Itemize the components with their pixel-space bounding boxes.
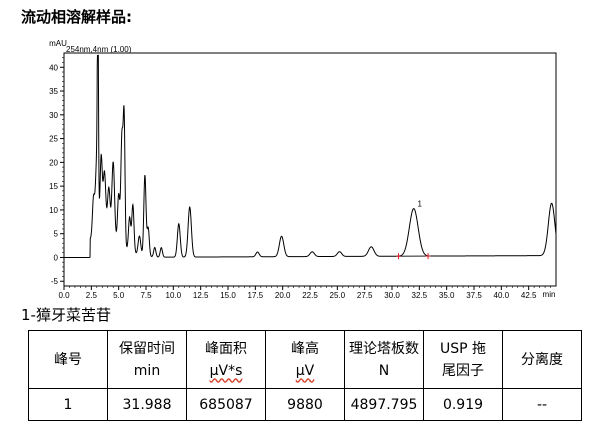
x-tick-label: 27.5 — [357, 291, 373, 300]
x-tick-label: 15.0 — [220, 291, 236, 300]
y-tick-label: 20 — [49, 158, 58, 167]
cell-peak-height: 9880 — [265, 388, 345, 421]
cell-peak-area: 685087 — [186, 388, 266, 421]
x-tick-label: 42.5 — [521, 291, 537, 300]
x-tick-label: 7.5 — [140, 291, 152, 300]
header-peak-area: 峰面积 μV*s — [186, 330, 266, 389]
section-heading: 流动相溶解样品: — [21, 8, 132, 26]
y-tick-label: 15 — [49, 182, 58, 191]
header-retention-time: 保留时间 min — [107, 330, 187, 389]
cell-theoretical-plates: 4897.795 — [344, 388, 424, 421]
y-axis-label: mAU — [49, 39, 67, 48]
x-tick-label: 2.5 — [86, 291, 98, 300]
x-tick-label: 10.0 — [166, 291, 182, 300]
trace-label: 254nm,4nm (1.00) — [66, 45, 132, 54]
table-row: 1 31.988 685087 9880 4897.795 0.919 -- — [28, 388, 582, 421]
x-tick-label: 22.5 — [302, 291, 318, 300]
cell-peak-no: 1 — [28, 388, 108, 421]
y-tick-label: 0 — [54, 253, 59, 262]
x-tick-label: 35.0 — [439, 291, 455, 300]
header-usp-tailing: USP 拖尾因子 — [423, 330, 503, 389]
header-peak-height: 峰高 μV — [265, 330, 345, 389]
x-tick-label: 32.5 — [412, 291, 428, 300]
cell-retention-time: 31.988 — [107, 388, 187, 421]
chart-axes: 0.0 2.5 5.0 7.5 10.0 12.5 15.0 17.5 20.0 22.5 25.0… — [49, 57, 551, 300]
cell-resolution: -- — [502, 388, 582, 421]
cell-usp-tailing: 0.919 — [423, 388, 503, 421]
chromatogram-chart: 0.0 2.5 5.0 7.5 10.0 12.5 15.0 17.5 20.0 22.5 25.0… — [49, 39, 557, 300]
x-axis-unit: min — [543, 290, 556, 299]
plot-frame — [63, 52, 557, 287]
header-theoretical-plates: 理论塔板数 N — [344, 330, 424, 389]
y-tick-label: 30 — [49, 111, 58, 120]
x-tick-label: 0.0 — [58, 291, 70, 300]
header-resolution: 分离度 — [502, 330, 582, 389]
y-tick-label: 40 — [49, 63, 58, 72]
chart-marks: 1 — [64, 54, 557, 260]
x-tick-label: 17.5 — [248, 291, 264, 300]
x-tick-label: 25.0 — [330, 291, 346, 300]
x-tick-label: 37.5 — [466, 291, 482, 300]
x-tick-label: 12.5 — [193, 291, 209, 300]
y-tick-label: -5 — [51, 277, 59, 286]
x-tick-label: 5.0 — [113, 291, 125, 300]
table-header-row: 峰号 保留时间 min 峰面积 μV*s 峰高 μV 理论塔板数 N USP 拖尾因子 … — [28, 330, 582, 389]
y-tick-label: 5 — [54, 230, 59, 239]
y-tick-label: 25 — [49, 135, 58, 144]
chromatogram-trace — [64, 54, 557, 258]
peak-caption: 1-獐牙菜苦苷 — [21, 306, 111, 324]
header-peak-no: 峰号 — [28, 330, 108, 389]
peak-results-table: 峰号 保留时间 min 峰面积 μV*s 峰高 μV 理论塔板数 N USP 拖尾因子 … — [28, 330, 582, 421]
x-tick-label: 20.0 — [275, 291, 291, 300]
y-tick-label: 10 — [49, 206, 58, 215]
x-tick-label: 30.0 — [384, 291, 400, 300]
y-tick-label: 35 — [49, 87, 58, 96]
peak-label: 1 — [418, 200, 423, 209]
x-tick-label: 40.0 — [494, 291, 510, 300]
